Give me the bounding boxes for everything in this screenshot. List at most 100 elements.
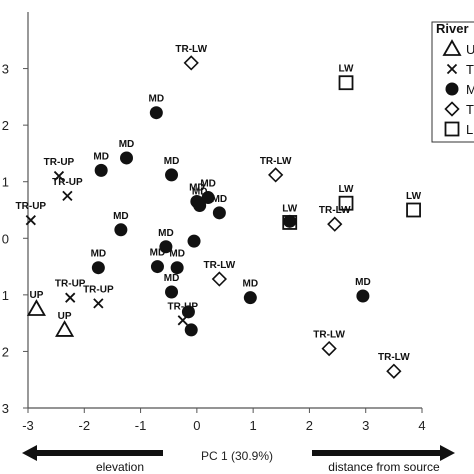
point-label: MD xyxy=(164,273,180,284)
legend-entry-text: T xyxy=(466,62,474,77)
x-tick-label: 3 xyxy=(362,418,369,433)
circle-point xyxy=(445,82,459,96)
circle-point xyxy=(165,285,179,299)
point-label: TR-UP xyxy=(44,157,75,168)
point-label: MD xyxy=(149,94,165,105)
circle-point xyxy=(181,305,195,319)
cross-point xyxy=(93,298,104,309)
square-point xyxy=(406,202,421,218)
circle-point xyxy=(187,234,201,248)
point-label: MD xyxy=(200,179,216,190)
point-label: TR-UP xyxy=(55,279,86,290)
x-tick-label: 4 xyxy=(418,418,425,433)
circle-point xyxy=(94,163,108,177)
x-axis-title: PC 1 (30.9%) xyxy=(201,449,273,463)
axes xyxy=(23,12,423,413)
point-label: MD xyxy=(164,156,180,167)
point-label: MD xyxy=(91,249,107,260)
square-point xyxy=(338,75,354,91)
circle-point xyxy=(201,191,215,205)
diamond-point xyxy=(327,216,343,232)
point-label: MD xyxy=(150,248,166,259)
point-label: MD xyxy=(243,279,259,290)
legend-title: River xyxy=(436,21,469,36)
diamond-point xyxy=(321,340,337,357)
circle-point xyxy=(120,151,133,165)
point-label: UP xyxy=(58,311,72,322)
point-label: TR-LW xyxy=(260,156,292,167)
distance-from-source-label: distance from source xyxy=(328,460,440,474)
diamond-point xyxy=(444,101,460,117)
point-label: TR-LW xyxy=(313,330,345,341)
point-label: TR-LW xyxy=(319,205,351,216)
y-tick-label: 3 xyxy=(2,401,9,416)
y-tick-label: 1 xyxy=(2,288,9,303)
circle-point xyxy=(165,168,179,182)
y-tick-label: 2 xyxy=(2,344,9,359)
point-label: TR-LW xyxy=(204,260,236,271)
distance-arrow: distance from source xyxy=(312,445,455,474)
circle-point xyxy=(91,261,105,275)
triangle-point xyxy=(442,39,462,56)
point-label: LW xyxy=(339,64,355,75)
right-arrow-shape xyxy=(312,445,455,461)
square-point xyxy=(282,215,298,230)
point-label: TR-UP xyxy=(83,284,114,295)
data-points xyxy=(25,55,421,379)
point-label: MD xyxy=(189,183,205,194)
circle-point xyxy=(159,240,173,254)
y-tick-label: 3 xyxy=(2,62,9,77)
circle-point xyxy=(150,260,164,274)
point-label: TR-LW xyxy=(378,352,410,363)
point-label: MD xyxy=(355,277,371,288)
circle-point xyxy=(283,214,297,228)
circle-point xyxy=(243,291,257,305)
circle-point xyxy=(212,206,226,220)
tick-labels: -3 -2 -1 0 1 2 3 4 3 2 1 0 1 2 3 xyxy=(2,62,426,433)
elevation-label: elevation xyxy=(96,460,144,474)
point-label: MD xyxy=(119,139,135,150)
cross-point xyxy=(53,170,65,182)
point-label: MD xyxy=(158,228,174,239)
x-tick-label: 2 xyxy=(306,418,313,433)
cross-point xyxy=(62,190,73,201)
legend-entry-text: T xyxy=(466,102,474,117)
legend-entry-text: U xyxy=(466,42,474,57)
cross-point xyxy=(65,292,76,303)
diamond-point xyxy=(386,363,402,379)
y-tick-label: 2 xyxy=(2,118,9,133)
x-tick-label: 0 xyxy=(193,418,200,433)
legend-entry-text: M xyxy=(466,82,474,97)
circle-point xyxy=(193,198,207,212)
diamond-point xyxy=(268,167,284,183)
y-tick-label: 1 xyxy=(2,175,9,190)
y-tick-label: 0 xyxy=(2,231,9,246)
circle-point xyxy=(114,223,128,237)
point-label: TR-UP xyxy=(168,301,199,312)
x-tick-label: 1 xyxy=(250,418,257,433)
x-tick-label: -3 xyxy=(22,418,34,433)
square-point xyxy=(338,195,354,211)
triangle-point xyxy=(55,320,75,337)
point-label: UP xyxy=(29,290,43,301)
point-labels: UPUPTR-UPTR-UPTR-UPTR-UPTR-UPTR-UPMDMDMD… xyxy=(16,44,422,363)
point-label: MD xyxy=(169,249,185,260)
point-label: LW xyxy=(339,184,355,195)
point-label: MD xyxy=(192,186,208,197)
elevation-arrow: elevation xyxy=(22,445,163,474)
circle-point xyxy=(184,323,198,337)
x-tick-label: -2 xyxy=(79,418,91,433)
point-label: MD xyxy=(113,211,129,222)
circle-point xyxy=(149,106,163,120)
legend-entry-text: L xyxy=(466,122,473,137)
point-label: TR-UP xyxy=(52,177,83,188)
circle-point xyxy=(356,289,370,303)
point-label: LW xyxy=(406,191,422,202)
left-arrow-shape xyxy=(22,445,163,461)
diamond-point xyxy=(183,55,199,71)
triangle-point xyxy=(26,299,46,316)
point-label: MD xyxy=(212,194,228,205)
point-label: TR-LW xyxy=(175,44,207,55)
